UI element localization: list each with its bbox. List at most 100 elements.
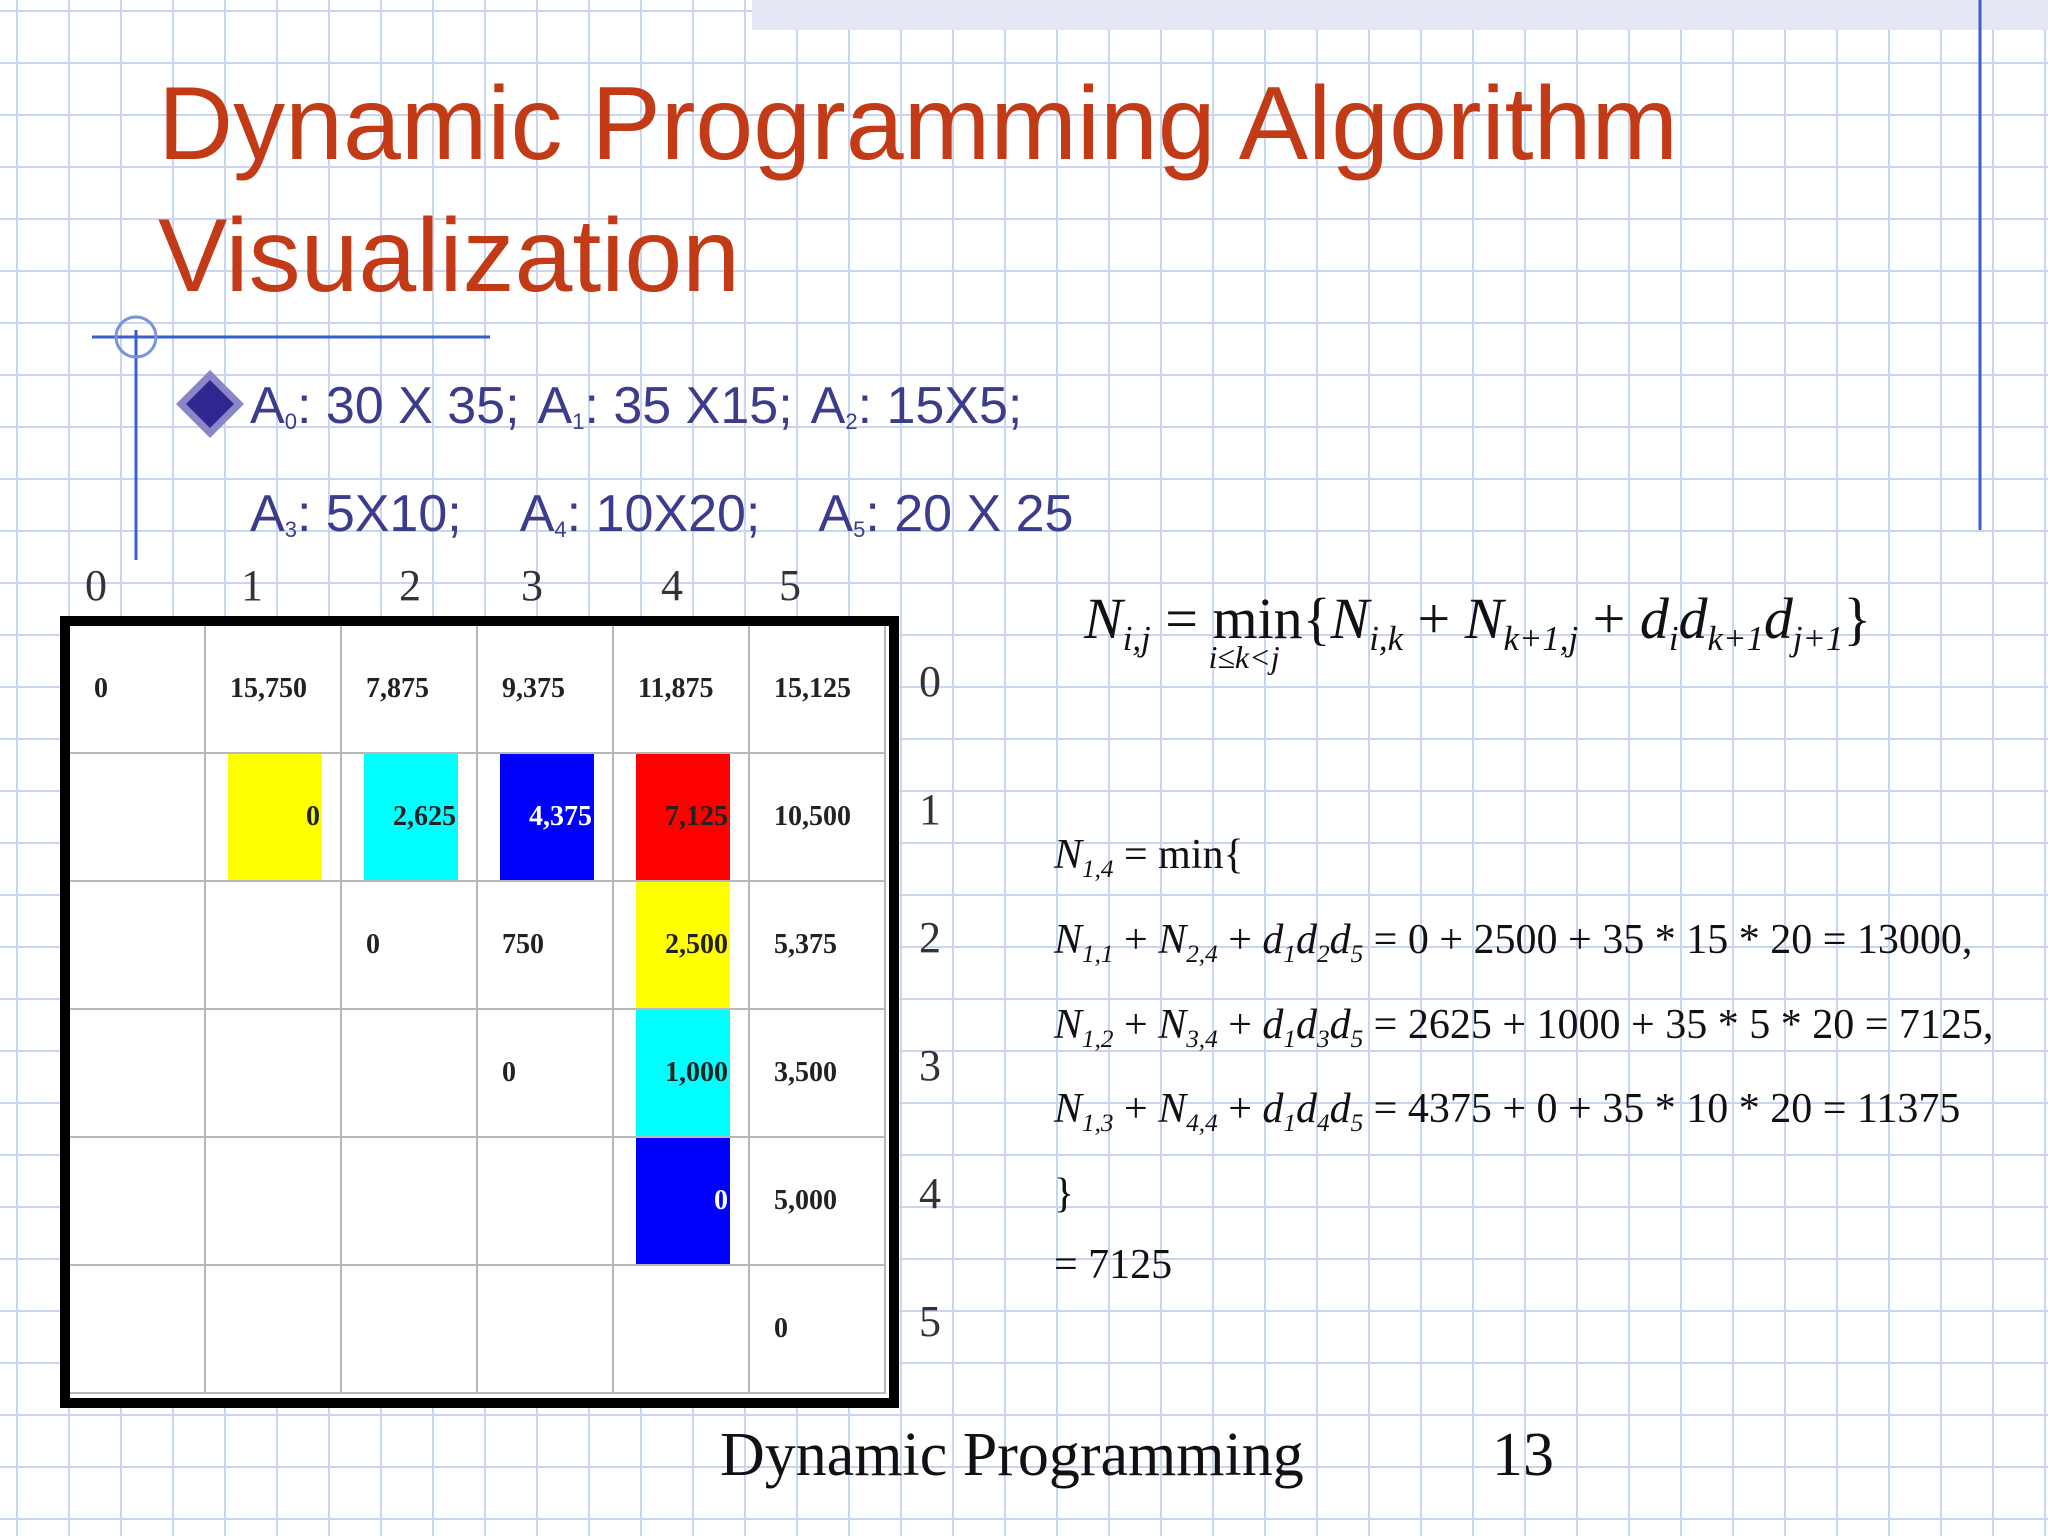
math-line: N1,1 + N2,4 + d1d2d5 = 0 + 2500 + 35 * 1…: [1054, 905, 1993, 990]
math-token: = 2625 + 1000 + 35 * 5 * 20 = 7125,: [1363, 1002, 1994, 1048]
math-token: N1,1: [1054, 916, 1114, 968]
cell-value: 2,625: [393, 801, 456, 832]
highlight: 7,125: [636, 754, 730, 880]
column-header: 2: [399, 561, 421, 610]
math-text: = 0 + 2500 + 35 * 15 * 20 = 13000,: [1363, 916, 1973, 963]
matrix-dim: A1: 35 X15;: [538, 377, 793, 435]
math-text: N: [1158, 916, 1187, 963]
cell-value: 5,375: [774, 929, 837, 960]
math-text: N: [1464, 586, 1504, 651]
math-token: +: [1114, 917, 1159, 963]
math-token: Ni,k: [1331, 586, 1404, 658]
math-token: N4,4: [1158, 1086, 1218, 1137]
table-cell: [342, 1010, 478, 1138]
math-subscript: 5: [1350, 940, 1364, 968]
math-token: Ni,j: [1084, 586, 1151, 658]
math-text: N: [1054, 916, 1083, 963]
math-text: N: [1054, 1086, 1083, 1133]
math-subscript: i,j: [1122, 619, 1151, 659]
math-token: }: [1054, 1171, 1074, 1217]
math-text: N: [1054, 1001, 1083, 1048]
math-token: +: [1218, 917, 1263, 963]
matrix-size: : 35 X15;: [584, 377, 793, 435]
math-text: N: [1054, 832, 1083, 878]
math-text: d: [1639, 586, 1669, 651]
table-cell: 9,375: [478, 626, 614, 754]
cell-value: 750: [502, 929, 544, 960]
math-token: = 0 + 2500 + 35 * 15 * 20 = 13000,: [1363, 916, 1973, 963]
math-token: }: [1843, 586, 1871, 651]
math-subscript: 1,1: [1082, 940, 1114, 968]
matrix-size: : 5X10;: [296, 485, 462, 543]
title-line: Dynamic Programming Algorithm: [158, 66, 1679, 182]
matrix-dim: A3: 5X10;: [250, 485, 462, 543]
math-subscript: 1,2: [1082, 1025, 1114, 1053]
math-text: N: [1158, 1001, 1187, 1048]
table-cell: [614, 1266, 750, 1394]
table-cell: 0: [70, 626, 206, 754]
table-cell: [70, 882, 206, 1010]
formula: Ni,j = min i≤k<j {Ni,k + Nk+1,j + didk+1dj…: [1084, 585, 1871, 675]
cell-value: 15,750: [230, 673, 307, 704]
math-token: d1: [1262, 1086, 1296, 1137]
cell-value: 2,500: [665, 929, 728, 960]
table-cell: 1,000: [614, 1010, 750, 1138]
math-text: d: [1295, 916, 1317, 963]
math-token: d5: [1329, 916, 1364, 968]
row-header: 5: [919, 1297, 941, 1346]
math-text: d: [1678, 586, 1708, 651]
math-text: +: [1113, 1001, 1159, 1048]
matrix-size: : 30 X 35;: [296, 377, 520, 435]
math-text: = 7125: [1054, 1242, 1173, 1289]
math-token: dj+1: [1763, 586, 1844, 658]
math-text: d: [1295, 1001, 1317, 1048]
math-token: min i≤k<j: [1208, 585, 1302, 675]
table-cell: 0: [478, 1010, 614, 1138]
matrix-name: A: [519, 485, 555, 543]
math-subscript: k+1,j: [1503, 619, 1579, 659]
math-text: N: [1084, 586, 1123, 651]
math-token: d1: [1262, 1002, 1296, 1053]
matrix-name: A: [537, 377, 573, 435]
math-underscript: i≤k<j: [1208, 639, 1280, 675]
math-subscript: 3,4: [1186, 1025, 1218, 1053]
math-subscript: 2: [1316, 940, 1330, 968]
math-token: +: [1218, 1002, 1263, 1048]
table-cell: [206, 1138, 342, 1266]
highlight: 2,500: [636, 882, 730, 1008]
math-token: +: [1114, 1086, 1159, 1132]
math-token: +: [1218, 1086, 1263, 1132]
table-cell: 0: [750, 1266, 886, 1394]
highlight: 4,375: [500, 754, 594, 880]
column-header: 1: [241, 561, 263, 610]
math-line: = 7125: [1054, 1230, 1993, 1301]
table-cell: 11,875: [614, 626, 750, 754]
highlight: 1,000: [636, 1010, 730, 1136]
math-text: d: [1329, 916, 1351, 963]
matrix-index: 5: [853, 517, 866, 542]
math-token: N1,2: [1054, 1001, 1114, 1053]
math-subscript: 5: [1350, 1110, 1364, 1138]
math-token: N1,4: [1054, 832, 1114, 883]
math-text: =: [1150, 586, 1213, 651]
math-text: d: [1329, 1001, 1351, 1048]
math-text: d: [1763, 586, 1793, 651]
math-token: =: [1151, 586, 1213, 651]
cell-value: 3,500: [774, 1057, 837, 1088]
bullet-icon: [176, 370, 244, 438]
math-token: N2,4: [1158, 916, 1218, 968]
math-subscript: 2,4: [1186, 940, 1218, 968]
math-token: d5: [1330, 1086, 1364, 1137]
table-cell: 2,500: [614, 882, 750, 1010]
highlight: 0: [636, 1138, 730, 1264]
bullet: A0: 30 X 35; A1: 35 X15; A2: 15X5; A3: 5X10…: [250, 360, 1131, 576]
cell-value: 5,000: [774, 1185, 837, 1216]
matrix-dim: A5: 20 X 25: [818, 485, 1073, 543]
math-subscript: 1,4: [1082, 855, 1114, 883]
math-token: d3: [1295, 1001, 1330, 1053]
cell-value: 0: [94, 673, 108, 704]
table-cell: [70, 1010, 206, 1138]
table-cell: 15,750: [206, 626, 342, 754]
